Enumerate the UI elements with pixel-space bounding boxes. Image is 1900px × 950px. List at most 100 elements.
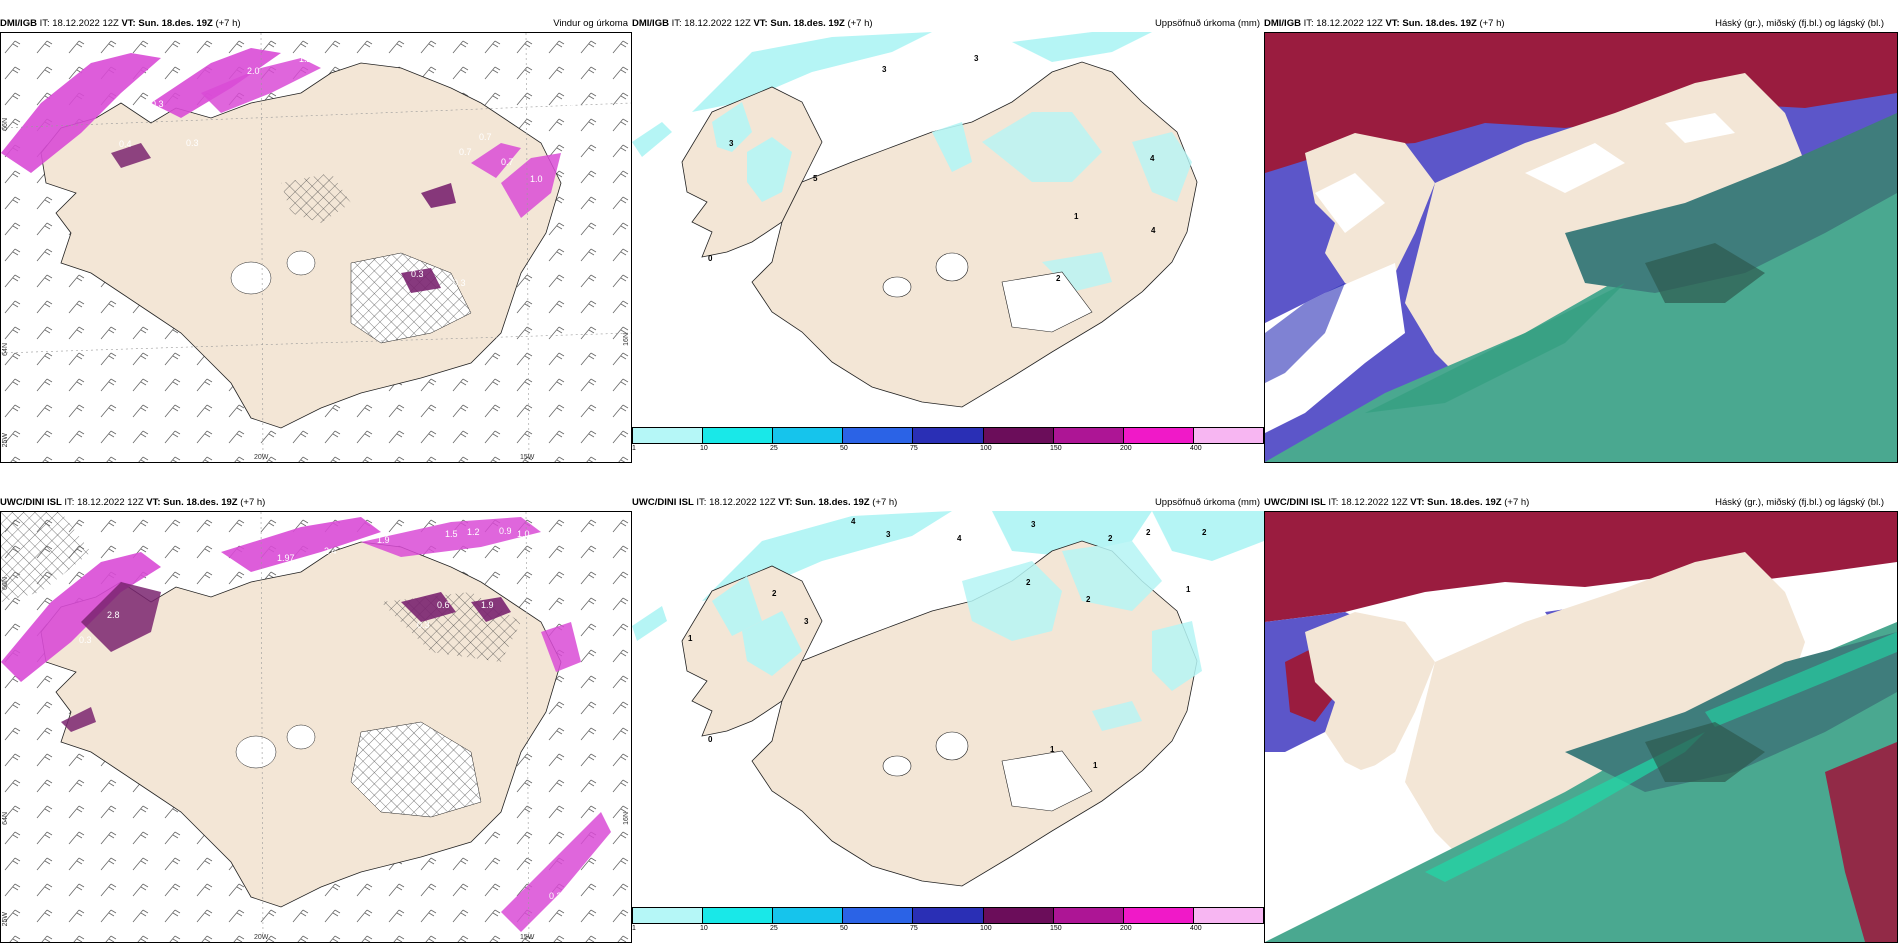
accum-label: 3 — [886, 530, 891, 539]
accum-label: 2 — [1202, 528, 1207, 537]
colorbar-seg — [913, 428, 984, 443]
accum-label: 2 — [1026, 578, 1031, 587]
it-label: IT: — [1328, 497, 1339, 508]
map-accum-svg: 4 3 4 3 2 2 2 2 3 1 2 2 1 0 1 1 — [632, 511, 1264, 907]
panel-row2-clouds: UWC/DINI ISL IT: 18.12.2022 12Z VT: Sun.… — [1264, 495, 1900, 945]
vt-label: VT: — [121, 18, 136, 29]
colorbar-tick: 75 — [910, 925, 918, 932]
colorbar-seg — [1123, 908, 1194, 923]
colorbar-tick: 10 — [700, 925, 708, 932]
it-label: IT: — [64, 497, 75, 508]
map-clouds-svg — [1265, 512, 1897, 942]
vt-label: VT: — [778, 497, 793, 508]
wind-label: 0.3 — [453, 278, 466, 288]
model-name: UWC/DINI ISL — [1264, 497, 1326, 508]
lead-time: (+7 h) — [847, 18, 873, 29]
accum-label: 1 — [1074, 212, 1079, 221]
colorbar-ticks: 1 10 25 50 75 100 150 200 400 — [632, 445, 1264, 455]
accum-label: 0 — [708, 254, 713, 263]
accum-label: 2 — [1146, 528, 1151, 537]
wind-label: 0.3 — [411, 269, 424, 279]
colorbar-seg — [633, 428, 704, 443]
colorbar-seg — [913, 908, 984, 923]
lat-label: 66N — [2, 577, 9, 590]
colorbar-tick: 25 — [770, 445, 778, 452]
colorbar-tick: 200 — [1120, 445, 1132, 452]
map-clouds-svg — [1265, 33, 1897, 462]
accum-label: 2 — [1086, 595, 1091, 604]
colorbar-seg — [1193, 428, 1263, 443]
map-accum: 3 3 3 5 4 4 1 2 0 1 10 25 50 75 1 — [632, 32, 1264, 463]
wind-label: 0.6 — [437, 600, 450, 610]
lead-time: (+7 h) — [872, 497, 898, 508]
wind-label: 0.9 — [499, 526, 512, 536]
accum-label: 0 — [708, 735, 713, 744]
wind-label: 1.0 — [530, 174, 543, 184]
colorbar-tick: 100 — [980, 445, 992, 452]
accum-label: 5 — [813, 174, 818, 183]
wind-label: 0.7 — [459, 147, 472, 157]
panel-title: Vindur og úrkoma — [553, 18, 628, 29]
vt-value: Sun. 18.des. 19Z — [138, 18, 213, 29]
lon-label: 15W — [520, 934, 535, 941]
lat-label: 25W — [2, 433, 9, 448]
accum-label: 3 — [882, 65, 887, 74]
wind-label: 1.9 — [377, 535, 390, 545]
colorbar-tick: 50 — [840, 445, 848, 452]
accum-label: 2 — [772, 589, 777, 598]
accum-label: 4 — [851, 517, 856, 526]
it-value: 18.12.2022 12Z — [709, 497, 776, 508]
it-value: 18.12.2022 12Z — [77, 497, 144, 508]
colorbar-seg — [1193, 908, 1263, 923]
colorbar-tick: 150 — [1050, 925, 1062, 932]
wind-label: 1.5 — [445, 529, 458, 539]
lon-label: 20W — [254, 454, 269, 461]
model-name: DMI/IGB — [632, 18, 669, 29]
lat-label: 64N — [2, 343, 9, 356]
it-label: IT: — [671, 18, 682, 29]
panel-row1-wind: DMI/IGB IT: 18.12.2022 12Z VT: Sun. 18.d… — [0, 16, 632, 463]
colorbar-tick: 150 — [1050, 445, 1062, 452]
wind-label: 0.5 — [563, 101, 576, 111]
vt-label: VT: — [1385, 18, 1400, 29]
wind-label: 0.3 — [549, 891, 562, 901]
accum-label: 4 — [1150, 154, 1155, 163]
accum-label: 1 — [1186, 585, 1191, 594]
panel-title: Uppsöfnuð úrkoma (mm) — [1154, 497, 1260, 508]
lead-time: (+7 h) — [215, 18, 241, 29]
lead-time: (+7 h) — [1504, 497, 1530, 508]
colorbar-seg — [843, 428, 914, 443]
iceland-landmass — [40, 62, 562, 429]
colorbar-seg — [983, 908, 1054, 923]
vt-value: Sun. 18.des. 19Z — [770, 18, 845, 29]
vt-label: VT: — [753, 18, 768, 29]
panel-title: Uppsöfnuð úrkoma (mm) — [1154, 18, 1260, 29]
panel-header: DMI/IGB IT: 18.12.2022 12Z VT: Sun. 18.d… — [1264, 16, 1900, 32]
lon-label: 15W — [520, 454, 535, 461]
colorbar-seg — [1123, 428, 1194, 443]
colorbar-seg — [773, 908, 844, 923]
colorbar-tick: 100 — [980, 925, 992, 932]
panel-row2-accum: UWC/DINI ISL IT: 18.12.2022 12Z VT: Sun.… — [632, 495, 1264, 945]
panel-header: UWC/DINI ISL IT: 18.12.2022 12Z VT: Sun.… — [0, 495, 632, 511]
colorbar-tick: 75 — [910, 445, 918, 452]
wind-label: 2.8 — [107, 610, 120, 620]
map-wind-svg: 1.97 2.4 1.9 1.5 1.2 0.9 1.0 3.7 2.8 0.6… — [1, 512, 631, 942]
colorbar — [632, 907, 1264, 924]
it-label: IT: — [696, 497, 707, 508]
accum-label: 4 — [957, 534, 962, 543]
lead-time: (+7 h) — [1479, 18, 1505, 29]
model-name: DMI/IGB — [0, 18, 37, 29]
accum-label: 1 — [688, 634, 693, 643]
wind-label: 2.4 — [324, 546, 337, 556]
colorbar-tick: 400 — [1190, 445, 1202, 452]
wind-label: 0.7 — [501, 157, 514, 167]
wind-label: 0.4 — [119, 139, 132, 149]
wind-label: 1.0 — [517, 529, 530, 539]
panel-row1-clouds: DMI/IGB IT: 18.12.2022 12Z VT: Sun. 18.d… — [1264, 16, 1900, 463]
accum-label: 3 — [974, 54, 979, 63]
panel-header: DMI/IGB IT: 18.12.2022 12Z VT: Sun. 18.d… — [0, 16, 632, 32]
map-clouds — [1264, 32, 1898, 463]
colorbar-tick: 200 — [1120, 925, 1132, 932]
it-label: IT: — [1303, 18, 1314, 29]
